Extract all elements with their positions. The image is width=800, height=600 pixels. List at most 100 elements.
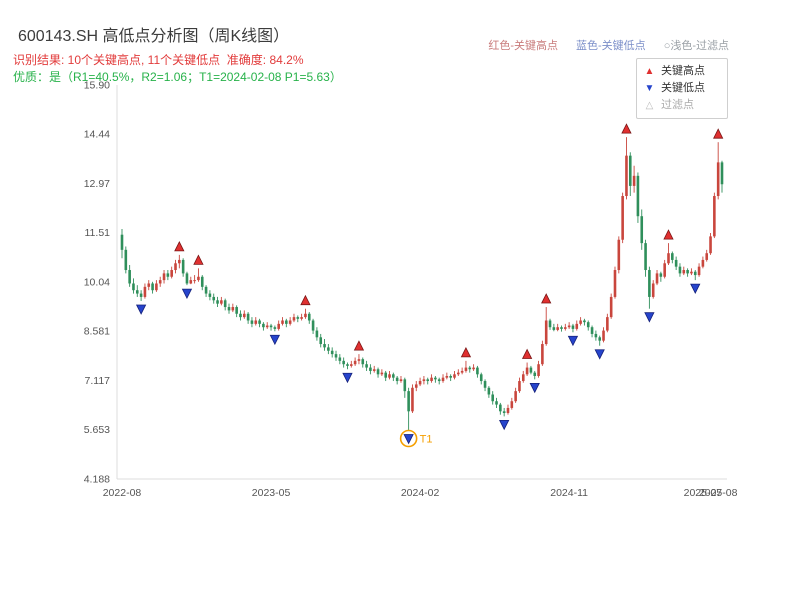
candle-body	[502, 411, 506, 413]
candle-body	[609, 296, 613, 318]
candle-body	[716, 162, 720, 197]
candle-body	[678, 266, 682, 274]
candle-body	[227, 307, 231, 311]
top-legend-filtered-label: ○浅色-过滤点	[663, 40, 729, 52]
x-tick-label: 2024-02	[401, 487, 440, 499]
candle-body	[216, 300, 219, 304]
candle-body	[483, 381, 487, 388]
candle-body	[663, 263, 666, 277]
candle-body	[147, 283, 151, 287]
y-tick-label: 10.04	[84, 277, 110, 289]
candle-body	[223, 300, 227, 308]
candle-body	[246, 313, 250, 321]
top-legend-key-high-label: 红色-关键高点	[488, 40, 559, 52]
top-legend-key-low-label: 蓝色-关键低点	[576, 40, 646, 52]
candle-body	[472, 367, 475, 370]
candle-body	[334, 354, 338, 358]
candle-body	[189, 280, 193, 284]
key-high-marker	[713, 128, 724, 139]
candle-body	[434, 377, 437, 380]
candle-body	[262, 323, 265, 328]
candle-body	[437, 379, 441, 382]
candle-body	[445, 375, 449, 378]
candle-body	[139, 293, 143, 297]
candle-body	[713, 196, 716, 237]
candle-body	[518, 381, 521, 392]
key-low-marker	[342, 372, 353, 384]
candle-body	[323, 344, 326, 348]
x-tick-label: 2022-08	[103, 487, 142, 499]
candle-body	[598, 337, 602, 341]
candle-body	[674, 259, 678, 267]
key-low-marker	[594, 349, 605, 360]
candle-body	[395, 377, 399, 382]
candle-body	[208, 293, 212, 297]
candle-body	[273, 327, 277, 329]
candle-body	[155, 283, 158, 291]
candle-body	[411, 387, 414, 412]
candle-body	[659, 273, 663, 277]
key-high-marker	[541, 293, 552, 304]
page-title: 600143.SH 高低点分析图（周K线图）	[18, 28, 290, 45]
candle-body	[338, 357, 342, 361]
candle-body	[636, 175, 640, 217]
candle-body	[606, 317, 609, 331]
key-low-marker	[567, 335, 579, 347]
candle-body	[250, 320, 254, 324]
candle-body	[571, 325, 575, 329]
candle-body	[220, 300, 223, 304]
candle-body	[292, 317, 296, 321]
candle-body	[426, 379, 430, 382]
key-high-marker	[174, 240, 185, 252]
candle-body	[166, 273, 170, 277]
candle-body	[135, 290, 139, 294]
chart-legend-item-key-high: ▲ 关键高点	[644, 63, 720, 80]
candle-body	[277, 323, 280, 329]
candle-body	[457, 372, 460, 375]
candle-body	[499, 404, 502, 412]
candle-body	[407, 391, 410, 412]
candle-body	[449, 375, 452, 378]
candle-body	[418, 381, 422, 385]
candle-body	[342, 360, 345, 365]
candle-body	[441, 377, 445, 382]
chart-legend-filtered-label: 过滤点	[661, 99, 694, 111]
candle-body	[349, 364, 353, 366]
candle-body	[346, 364, 349, 366]
candle-body	[564, 327, 567, 329]
candle-body	[495, 401, 498, 405]
candle-body	[617, 239, 621, 271]
key-low-marker	[181, 288, 193, 300]
candle-body	[648, 270, 651, 297]
chart-legend-key-high-label: 关键高点	[661, 65, 705, 77]
candle-body	[353, 360, 357, 365]
candle-body	[128, 270, 131, 284]
candle-body	[212, 296, 216, 301]
key-low-marker	[135, 304, 147, 315]
candle-body	[235, 307, 238, 314]
candle-body	[602, 330, 605, 341]
key-low-marker	[529, 382, 540, 394]
candle-body	[231, 307, 235, 311]
candle-body	[281, 320, 284, 324]
key-high-marker	[460, 346, 472, 358]
candle-body	[651, 283, 655, 297]
candle-body	[575, 323, 579, 329]
candle-body	[388, 374, 391, 378]
candle-body	[720, 162, 724, 185]
candle-body	[548, 320, 552, 328]
candle-body	[365, 364, 368, 368]
candle-body	[693, 271, 697, 276]
candle-body	[628, 155, 632, 186]
filtered-triangle-icon: △	[645, 100, 654, 111]
x-tick-label: 2023-05	[252, 487, 291, 499]
x-tick-label: 2025-08	[699, 487, 738, 499]
chart-legend-item-filtered: △ 过滤点	[644, 97, 720, 114]
candle-body	[479, 374, 483, 382]
key-high-marker	[300, 294, 311, 306]
key-high-triangle-icon: ▲	[644, 66, 655, 77]
quality-text: 优质：是（R1=40.5%，R2=1.06；T1=2024-02-08 P1=5…	[13, 70, 342, 84]
candle-body	[701, 259, 705, 267]
candle-body	[307, 313, 311, 321]
candle-body	[682, 270, 686, 274]
